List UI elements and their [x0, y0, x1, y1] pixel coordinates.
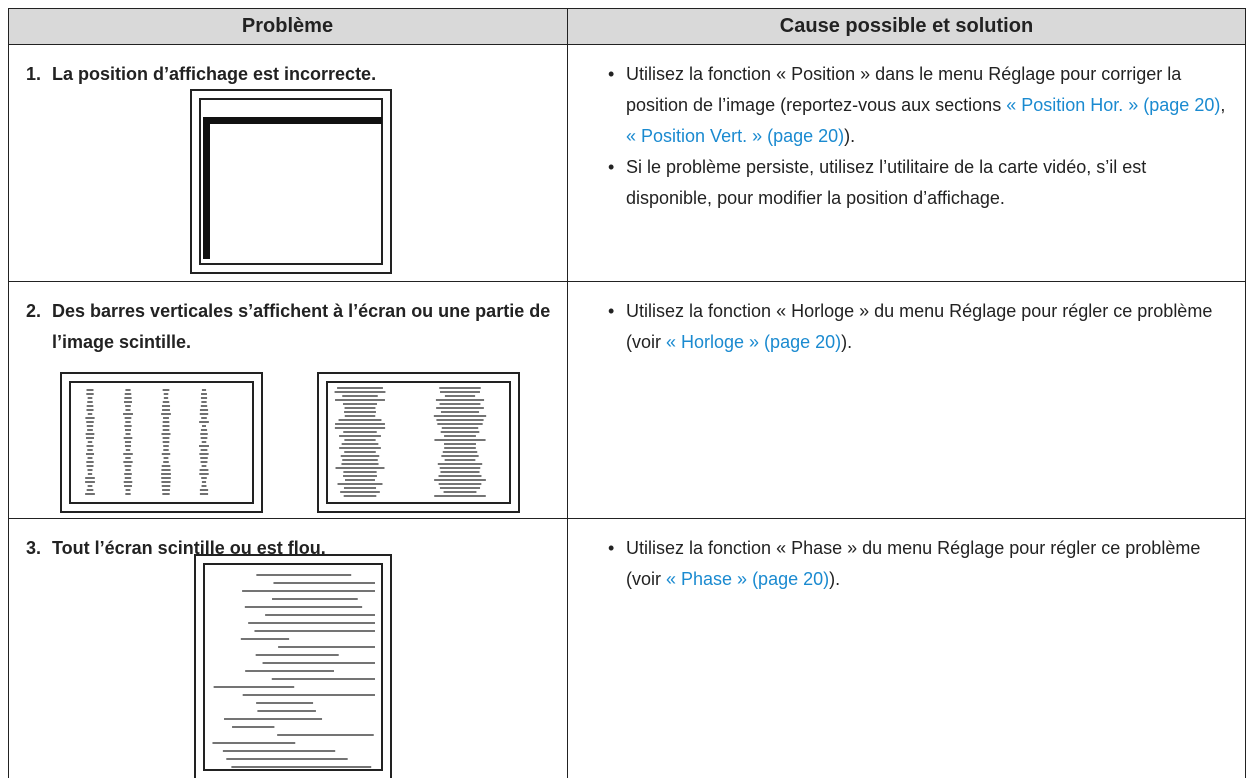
page-link[interactable]: « Position Vert. » (page 20)	[626, 126, 845, 146]
solution: Utilisez la fonction « Position » dans l…	[608, 59, 1226, 214]
col-border	[567, 8, 568, 778]
header-bg: Cause possible et solution	[568, 8, 1245, 44]
row-number: 2.	[26, 301, 42, 321]
text-segment: Utilisez la fonction « Horloge » du menu…	[626, 301, 1213, 352]
col-border	[8, 8, 9, 778]
row-border	[8, 281, 1246, 282]
text-segment: ).	[829, 569, 841, 589]
page-link[interactable]: « Position Hor. » (page 20)	[1006, 95, 1221, 115]
text-segment: ).	[844, 126, 856, 146]
problem-text: Des barres verticales s’affichent à l’éc…	[52, 301, 551, 352]
text-segment: ).	[841, 332, 853, 352]
noise-pattern	[85, 387, 487, 768]
text-segment: ,	[1220, 95, 1226, 115]
page-link[interactable]: « Horloge » (page 20)	[666, 332, 842, 352]
text-segment: Utilisez la fonction « Position » dans l…	[626, 64, 1182, 115]
bullet-item: Utilisez la fonction « Position » dans l…	[608, 59, 1226, 152]
header-bg: Problème	[8, 8, 567, 44]
problem-text: La position d’affichage est incorrecte.	[52, 64, 377, 84]
row-border	[8, 8, 1246, 9]
row-number: 1.	[26, 64, 42, 84]
page-link[interactable]: « Phase » (page 20)	[666, 569, 830, 589]
row-number: 3.	[26, 538, 42, 558]
row-border	[8, 518, 1246, 519]
bullet-item: Utilisez la fonction « Phase » du menu R…	[608, 533, 1226, 595]
text-segment: Utilisez la fonction « Phase » du menu R…	[626, 538, 1201, 589]
shift-bar-top	[203, 117, 382, 124]
solution: Utilisez la fonction « Phase » du menu R…	[608, 533, 1226, 595]
bullet-item: Si le problème persiste, utilisez l’util…	[608, 152, 1226, 214]
row-border	[8, 44, 1246, 45]
shift-bar-left	[203, 117, 210, 259]
text-segment: Si le problème persiste, utilisez l’util…	[626, 157, 1147, 208]
solution: Utilisez la fonction « Horloge » du menu…	[608, 296, 1226, 358]
problem-text: Tout l’écran scintille ou est flou.	[52, 538, 326, 558]
col-border	[1245, 8, 1246, 778]
bullet-item: Utilisez la fonction « Horloge » du menu…	[608, 296, 1226, 358]
monitor-frames	[60, 89, 520, 778]
